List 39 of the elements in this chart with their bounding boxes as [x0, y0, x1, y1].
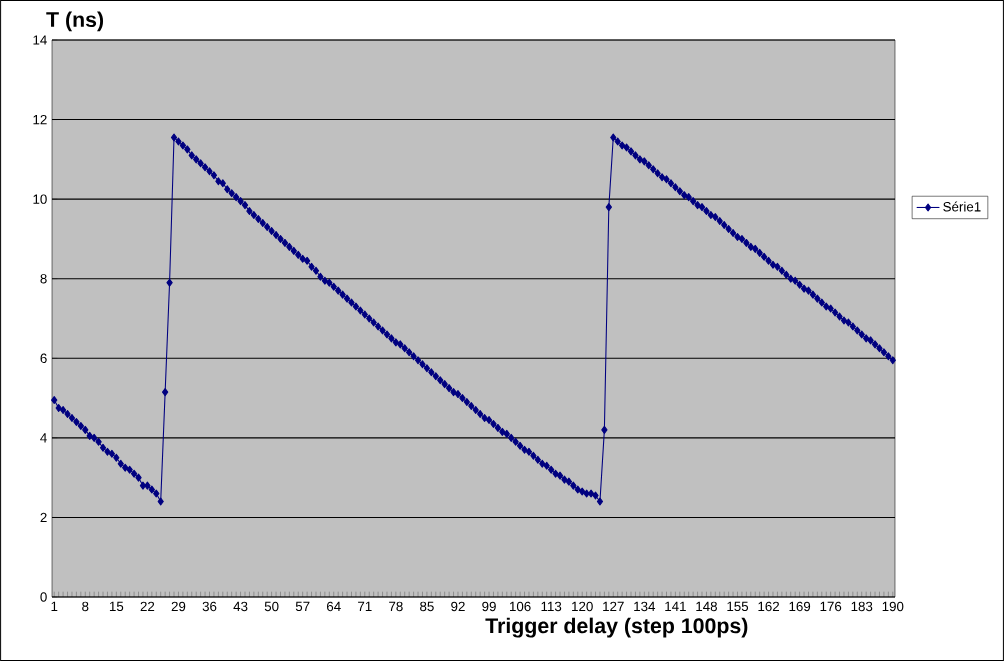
x-tick-label: 36: [202, 601, 217, 612]
y-axis-title: T (ns): [46, 11, 104, 32]
x-tick-label: 64: [326, 601, 341, 612]
x-tick-label: 57: [295, 601, 310, 612]
x-tick-label: 134: [634, 601, 656, 612]
y-tick-label: 0: [40, 592, 47, 602]
x-axis-title: Trigger delay (step 100ps): [485, 617, 748, 638]
x-tick-label: 29: [171, 601, 186, 612]
x-tick-label: 85: [420, 601, 434, 612]
x-tick-label: 190: [882, 601, 904, 612]
y-tick-label: 8: [40, 274, 47, 284]
x-tick-label: 50: [264, 601, 279, 612]
x-tick-label: 71: [358, 601, 372, 611]
x-tick-label: 22: [140, 601, 155, 612]
x-tick-label: 162: [758, 601, 780, 612]
x-tick-label: 155: [727, 601, 749, 612]
x-tick-label: 99: [482, 601, 496, 612]
x-tick-label: 43: [233, 601, 248, 612]
x-tick-label: 176: [820, 601, 842, 612]
legend-label: Série1: [943, 201, 981, 212]
x-tick-label: 141: [665, 601, 686, 611]
y-tick-label: 14: [33, 35, 47, 45]
x-tick-label: 148: [696, 601, 717, 612]
x-tick-label: 169: [789, 601, 811, 612]
y-tick-label: 12: [33, 114, 47, 125]
x-tick-label: 113: [541, 601, 562, 612]
x-tick-label: 1: [51, 601, 58, 611]
x-tick-label: 120: [572, 601, 593, 612]
y-tick-label: 6: [40, 353, 47, 363]
x-tick-label: 8: [82, 601, 89, 612]
y-tick-label: 2: [40, 512, 47, 523]
x-tick-label: 183: [851, 601, 873, 612]
x-tick-label: 78: [389, 601, 403, 612]
x-tick-label: 92: [451, 601, 465, 612]
y-tick-label: 10: [33, 194, 47, 204]
y-tick-label: 4: [40, 433, 47, 443]
x-tick-label: 15: [109, 601, 124, 612]
x-tick-label: 127: [603, 601, 624, 612]
x-tick-label: 106: [509, 601, 531, 612]
